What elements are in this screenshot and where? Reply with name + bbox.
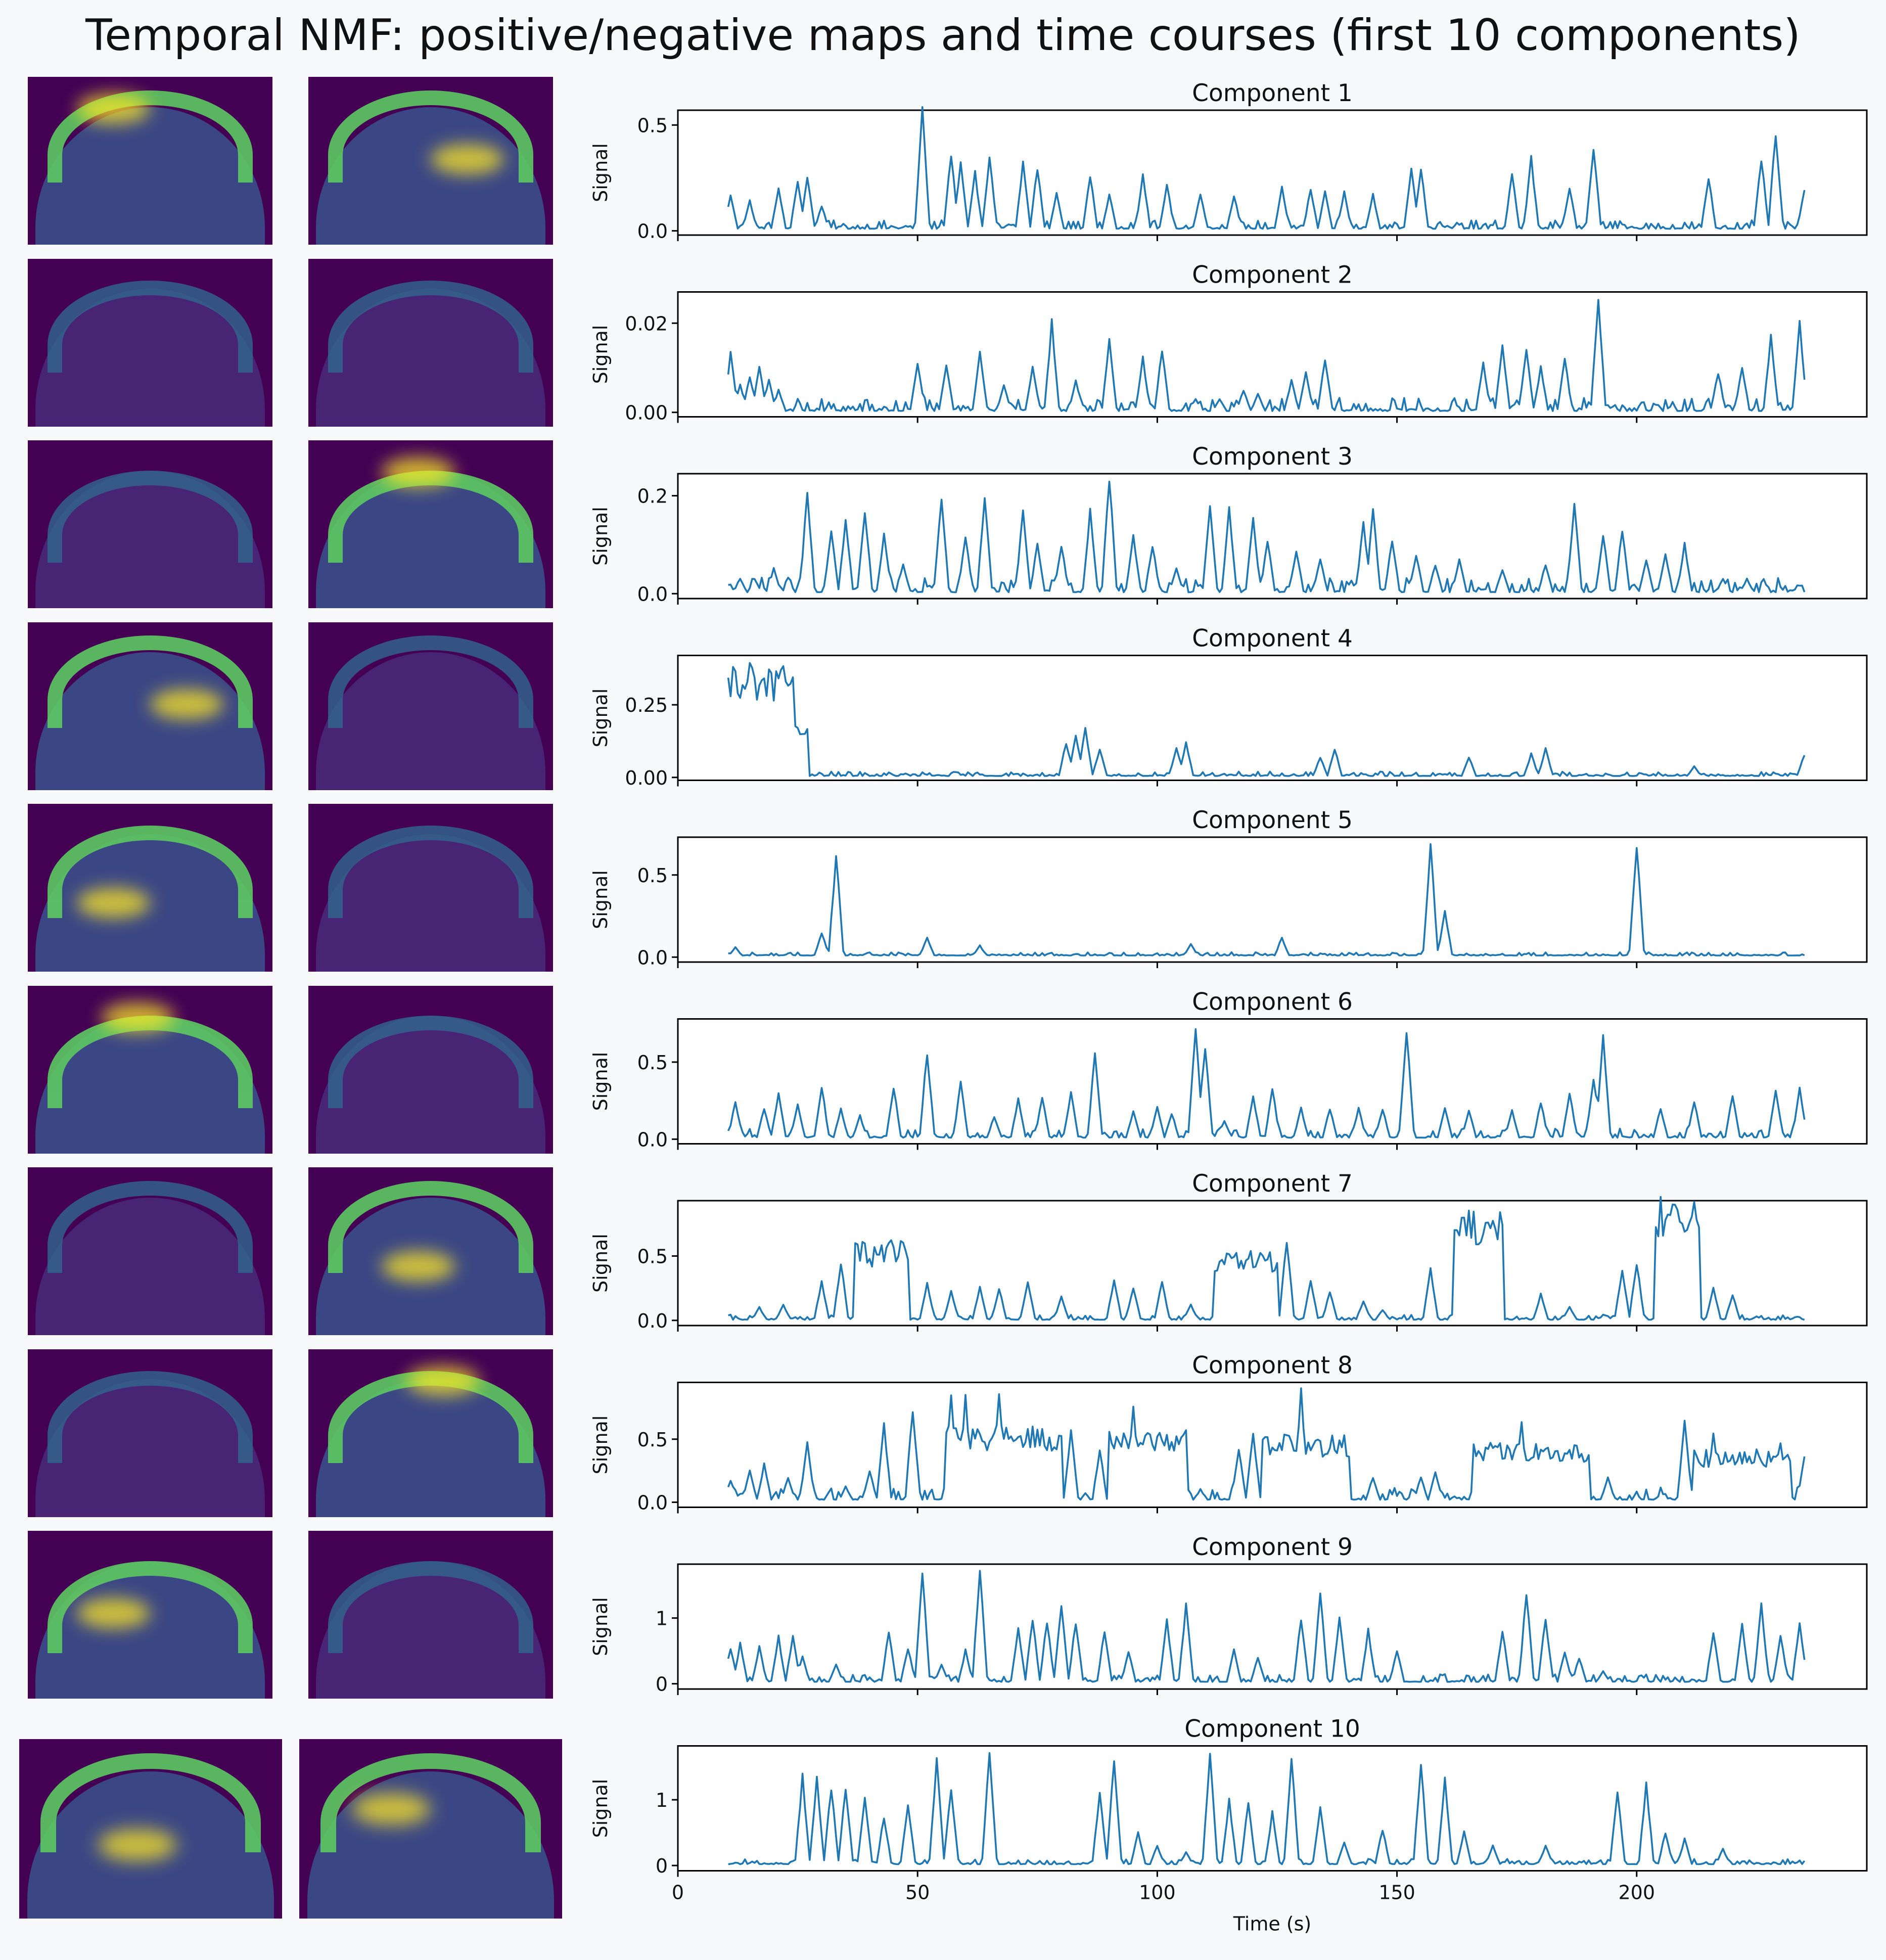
component-7-title: Component 7	[1192, 1170, 1353, 1198]
component-10-negative-map	[299, 1739, 562, 1919]
component-10-axes: Component 10 0 1 Signal 0 50 100 150 200 Time (s)	[589, 1715, 1868, 1935]
component-1-title: Component 1	[1192, 79, 1353, 107]
plot-area	[677, 1563, 1868, 1690]
y-tick-label: 0.25	[625, 694, 668, 716]
component-6-title: Component 6	[1192, 988, 1353, 1016]
y-axis-label: Signal	[589, 689, 612, 748]
component-6-positive-map	[28, 985, 272, 1154]
component-10-title: Component 10	[1184, 1715, 1360, 1743]
y-axis-label: Signal	[589, 1234, 612, 1293]
y-axis-label: Signal	[589, 507, 612, 566]
y-tick-label: 0.5	[637, 1245, 668, 1267]
component-1-line	[727, 106, 1806, 230]
component-2-positive-map	[28, 258, 272, 427]
component-4-axes: Component 4 0.00 0.25 Signal	[589, 625, 1868, 789]
component-4-title: Component 4	[1192, 625, 1353, 653]
component-3-title: Component 3	[1192, 443, 1353, 471]
component-2-title: Component 2	[1192, 261, 1353, 289]
component-5-line	[728, 843, 1805, 956]
y-tick-label: 0.5	[637, 1429, 668, 1451]
component-5-title: Component 5	[1192, 806, 1353, 834]
y-tick-label: 0	[656, 1855, 668, 1877]
y-tick-label: 0.5	[637, 1052, 668, 1074]
component-3-negative-map	[308, 440, 553, 608]
component-1-positive-map	[28, 77, 272, 245]
y-tick-label: 0.0	[637, 1310, 668, 1332]
y-tick-label: 0.5	[637, 114, 668, 136]
component-4-positive-map	[28, 622, 272, 790]
y-axis-label: Signal	[589, 1416, 612, 1475]
x-tick-label: 100	[1139, 1882, 1176, 1904]
component-3-line	[728, 480, 1806, 594]
component-9-title: Component 9	[1192, 1533, 1353, 1561]
x-tick-label: 0	[672, 1882, 684, 1904]
y-axis-label: Signal	[589, 325, 612, 384]
y-tick-label: 0.0	[637, 220, 668, 243]
y-axis-label: Signal	[589, 870, 612, 929]
component-6-negative-map	[308, 985, 553, 1154]
plot-area	[677, 109, 1868, 236]
component-6-line	[727, 1028, 1806, 1139]
component-3-positive-map	[28, 440, 272, 608]
component-3-axes: Component 3 0.0 0.2 Signal	[589, 443, 1868, 605]
figure-title: Temporal NMF: positive/negative maps and…	[85, 10, 1801, 61]
x-tick-label: 200	[1619, 1882, 1655, 1904]
component-7-negative-map	[308, 1167, 553, 1335]
x-tick-label: 50	[905, 1882, 930, 1904]
component-7-positive-map	[28, 1167, 272, 1335]
component-8-line	[727, 1387, 1806, 1501]
y-tick-label: 0.0	[637, 1128, 668, 1151]
y-tick-label: 0.0	[637, 1492, 668, 1514]
x-axis-label: Time (s)	[1233, 1913, 1312, 1935]
component-5-axes: Component 5 0.0 0.5 Signal	[589, 806, 1868, 969]
plot-area	[677, 836, 1868, 963]
y-tick-label: 0.0	[637, 583, 668, 605]
component-4-negative-map	[308, 622, 553, 790]
component-2-line	[727, 299, 1806, 412]
component-8-negative-map	[308, 1349, 553, 1517]
component-9-negative-map	[308, 1531, 553, 1699]
plot-area	[677, 291, 1868, 418]
y-tick-label: 0.2	[637, 485, 668, 508]
component-7-axes: Component 7 0.0 0.5 Signal	[589, 1170, 1868, 1332]
y-axis-label: Signal	[589, 1779, 612, 1838]
y-tick-label: 0.00	[625, 402, 668, 424]
y-tick-label: 1	[656, 1789, 668, 1811]
component-10-positive-map	[19, 1739, 282, 1919]
y-tick-label: 0.00	[625, 767, 668, 789]
plot-area	[677, 1018, 1868, 1145]
x-tick-label: 150	[1378, 1882, 1415, 1904]
component-8-positive-map	[28, 1349, 272, 1517]
component-6-axes: Component 6 0.0 0.5 Signal	[589, 988, 1868, 1151]
component-8-title: Component 8	[1192, 1352, 1353, 1380]
component-2-negative-map	[308, 258, 553, 427]
y-tick-label: 0.5	[637, 864, 668, 887]
plot-area	[677, 655, 1868, 781]
component-9-axes: Component 9 0 1 Signal	[589, 1533, 1868, 1696]
y-axis-label: Signal	[589, 143, 612, 202]
component-1-negative-map	[308, 77, 553, 245]
plot-area	[677, 1200, 1868, 1327]
component-9-line	[727, 1570, 1806, 1683]
component-5-negative-map	[308, 804, 553, 972]
y-axis-label: Signal	[589, 1597, 612, 1656]
y-axis-label: Signal	[589, 1052, 612, 1111]
component-9-positive-map	[28, 1531, 272, 1699]
y-tick-label: 0.0	[637, 946, 668, 969]
component-1-axes: Component 1 0.0 0.5 Signal	[589, 79, 1868, 243]
plot-area	[677, 1382, 1868, 1508]
component-2-axes: Component 2 0.00 0.02 Signal	[589, 261, 1868, 424]
component-4-line	[727, 662, 1806, 777]
component-7-line	[728, 1196, 1805, 1321]
y-tick-label: 1	[656, 1608, 668, 1630]
y-tick-label: 0.02	[625, 312, 668, 335]
y-tick-label: 0	[656, 1673, 668, 1696]
component-10-line	[728, 1752, 1806, 1865]
component-8-axes: Component 8 0.0 0.5 Signal	[589, 1352, 1868, 1514]
component-5-positive-map	[28, 804, 272, 972]
